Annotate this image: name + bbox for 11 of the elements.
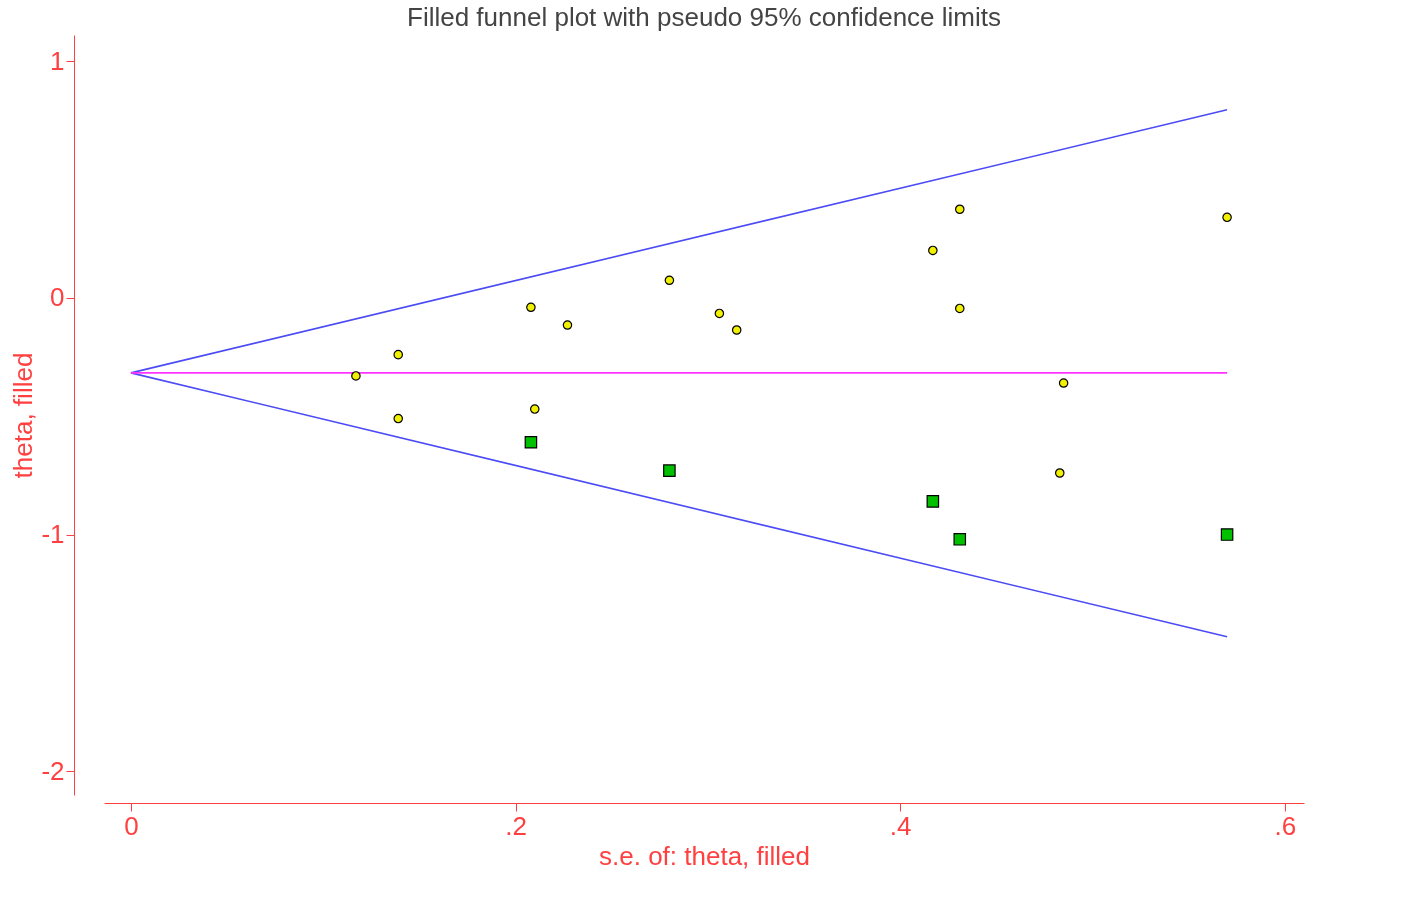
- y-tick-label: 1: [50, 45, 65, 76]
- x-tick-label: 0: [124, 810, 139, 841]
- y-tick-label: 0: [50, 282, 65, 313]
- y-tick-label: -2: [41, 755, 65, 786]
- x-tick-label: .2: [505, 810, 527, 841]
- x-tick-label: .4: [889, 810, 912, 841]
- y-axis-title: theta, filled: [8, 352, 39, 479]
- y-tick-label: -1: [41, 519, 65, 550]
- x-axis-title: s.e. of: theta, filled: [598, 840, 811, 871]
- chart-title: Filled funnel plot with pseudo 95% confidence limits: [406, 2, 1002, 32]
- x-tick-label: .6: [1274, 810, 1297, 841]
